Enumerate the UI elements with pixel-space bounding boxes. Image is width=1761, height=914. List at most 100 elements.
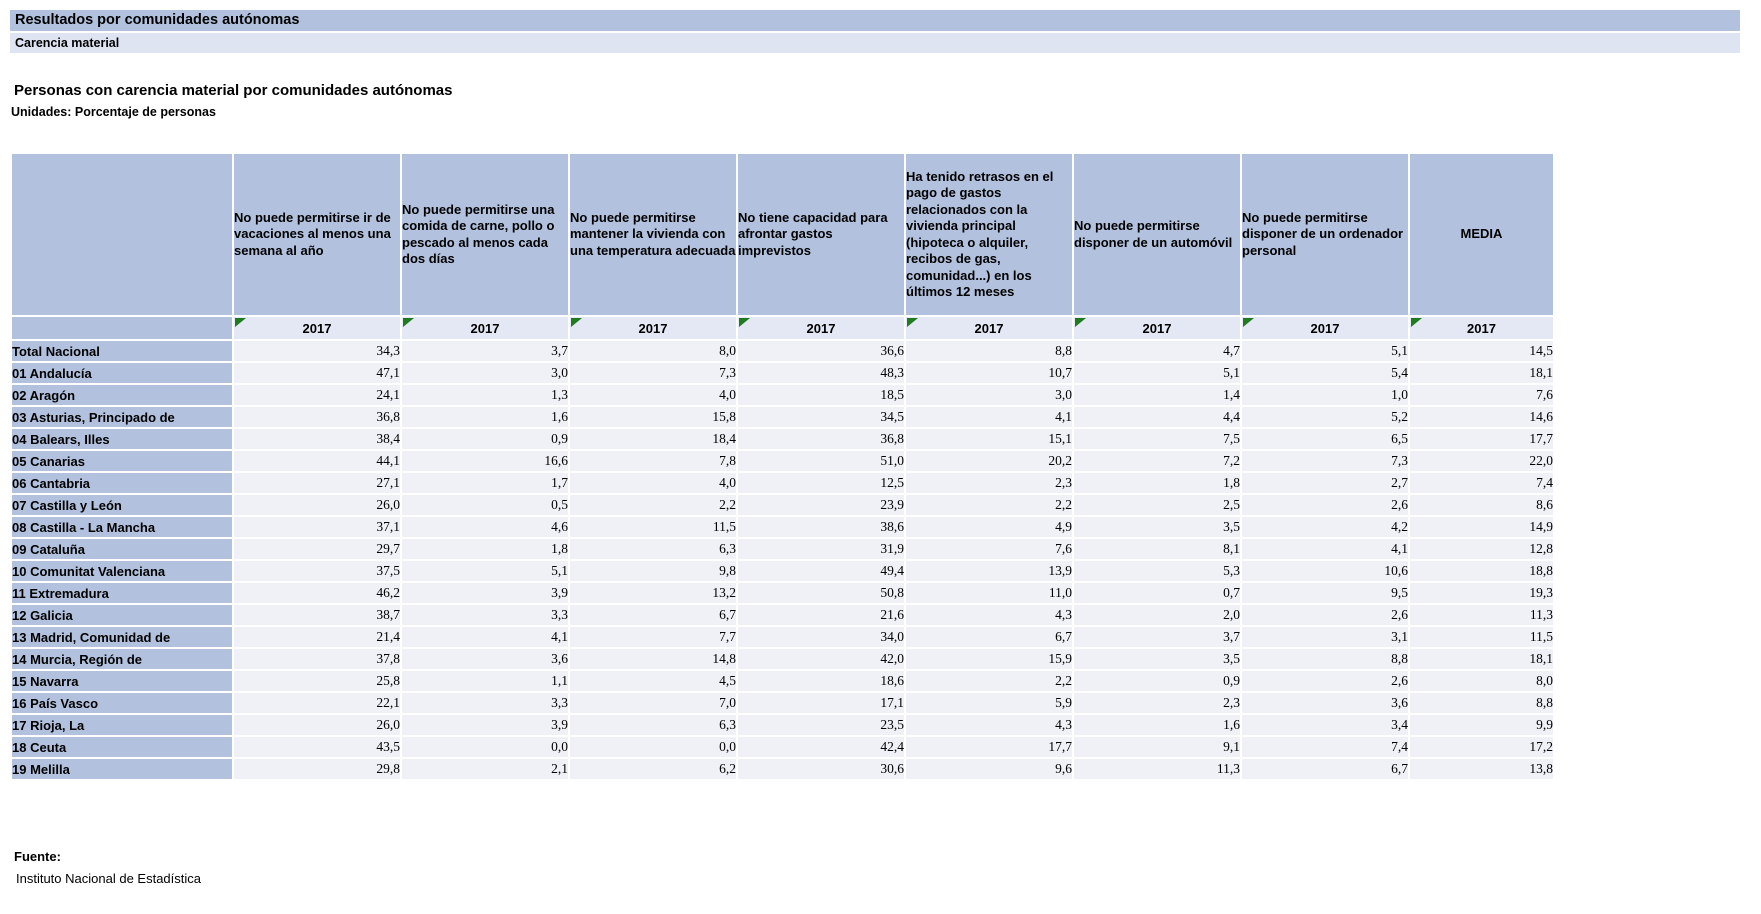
- data-cell: 3,6: [402, 649, 568, 669]
- data-cell: 9,9: [1410, 715, 1553, 735]
- data-cell: 3,1: [1242, 627, 1408, 647]
- column-header: No puede permitirse ir de vacaciones al …: [234, 154, 400, 315]
- table-row: 16 País Vasco 22,1 3,3 7,0 17,1 5,9 2,3 3,6 8,8: [12, 693, 1553, 713]
- data-cell: 27,1: [234, 473, 400, 493]
- green-corner-icon: [403, 318, 414, 327]
- data-cell: 36,6: [738, 341, 904, 361]
- row-label: 12 Galicia: [12, 605, 232, 625]
- data-cell: 17,7: [906, 737, 1072, 757]
- data-cell: 42,0: [738, 649, 904, 669]
- data-cell: 3,7: [1074, 627, 1240, 647]
- data-cell: 7,3: [1242, 451, 1408, 471]
- data-cell: 43,5: [234, 737, 400, 757]
- data-cell: 2,7: [1242, 473, 1408, 493]
- year-cell: 2017: [570, 317, 736, 339]
- data-cell: 4,7: [1074, 341, 1240, 361]
- year-label: 2017: [974, 320, 1004, 336]
- data-cell: 1,8: [402, 539, 568, 559]
- data-cell: 7,5: [1074, 429, 1240, 449]
- data-cell: 5,1: [1074, 363, 1240, 383]
- data-cell: 4,1: [402, 627, 568, 647]
- data-cell: 0,7: [1074, 583, 1240, 603]
- table-row: 01 Andalucía 47,1 3,0 7,3 48,3 10,7 5,1 5,4 18,1: [12, 363, 1553, 383]
- data-cell: 14,9: [1410, 517, 1553, 537]
- data-cell: 37,1: [234, 517, 400, 537]
- table-row: 07 Castilla y León 26,0 0,5 2,2 23,9 2,2 2,5 2,…: [12, 495, 1553, 515]
- row-label: 07 Castilla y León: [12, 495, 232, 515]
- data-cell: 17,7: [1410, 429, 1553, 449]
- source-value: Instituto Nacional de Estadística: [16, 871, 201, 886]
- data-cell: 11,5: [570, 517, 736, 537]
- subsection-title-bar: Carencia material: [10, 33, 1740, 53]
- data-cell: 7,0: [570, 693, 736, 713]
- year-label: 2017: [1142, 320, 1172, 336]
- data-cell: 4,9: [906, 517, 1072, 537]
- data-cell: 18,6: [738, 671, 904, 691]
- data-cell: 3,5: [1074, 649, 1240, 669]
- data-cell: 0,0: [402, 737, 568, 757]
- data-cell: 19,3: [1410, 583, 1553, 603]
- data-cell: 6,5: [1242, 429, 1408, 449]
- table-body: Total Nacional 34,3 3,7 8,0 36,6 8,8 4,7 5,1 14,…: [12, 341, 1553, 779]
- data-cell: 12,8: [1410, 539, 1553, 559]
- data-cell: 4,0: [570, 473, 736, 493]
- data-cell: 1,3: [402, 385, 568, 405]
- year-label: 2017: [1310, 320, 1340, 336]
- data-cell: 18,1: [1410, 363, 1553, 383]
- data-cell: 23,9: [738, 495, 904, 515]
- data-cell: 46,2: [234, 583, 400, 603]
- table-row: 08 Castilla - La Mancha 37,1 4,6 11,5 38,6 4,…: [12, 517, 1553, 537]
- data-cell: 18,5: [738, 385, 904, 405]
- row-label: 04 Balears, Illes: [12, 429, 232, 449]
- table-row: 06 Cantabria 27,1 1,7 4,0 12,5 2,3 1,8 2,7 7,4: [12, 473, 1553, 493]
- green-corner-icon: [1411, 318, 1422, 327]
- row-label: 14 Murcia, Región de: [12, 649, 232, 669]
- data-cell: 10,6: [1242, 561, 1408, 581]
- data-cell: 15,8: [570, 407, 736, 427]
- row-label: 05 Canarias: [12, 451, 232, 471]
- data-cell: 7,6: [1410, 385, 1553, 405]
- data-cell: 21,6: [738, 605, 904, 625]
- data-cell: 18,8: [1410, 561, 1553, 581]
- data-cell: 1,4: [1074, 385, 1240, 405]
- table-corner-cell: [12, 154, 232, 315]
- year-label: 2017: [806, 320, 836, 336]
- data-cell: 22,1: [234, 693, 400, 713]
- row-label: 17 Rioja, La: [12, 715, 232, 735]
- data-cell: 0,0: [570, 737, 736, 757]
- data-cell: 4,1: [906, 407, 1072, 427]
- data-cell: 36,8: [738, 429, 904, 449]
- data-cell: 14,5: [1410, 341, 1553, 361]
- table-row: 15 Navarra 25,8 1,1 4,5 18,6 2,2 0,9 2,6 8,0: [12, 671, 1553, 691]
- year-cell: 2017: [1074, 317, 1240, 339]
- data-cell: 4,0: [570, 385, 736, 405]
- data-cell: 48,3: [738, 363, 904, 383]
- data-cell: 26,0: [234, 715, 400, 735]
- data-cell: 2,2: [906, 671, 1072, 691]
- green-corner-icon: [907, 318, 918, 327]
- data-cell: 3,0: [906, 385, 1072, 405]
- data-cell: 3,9: [402, 715, 568, 735]
- data-cell: 8,8: [1410, 693, 1553, 713]
- data-cell: 38,6: [738, 517, 904, 537]
- row-label: 02 Aragón: [12, 385, 232, 405]
- data-cell: 1,0: [1242, 385, 1408, 405]
- data-cell: 17,1: [738, 693, 904, 713]
- year-row-label-cell: [12, 317, 232, 339]
- data-cell: 8,8: [906, 341, 1072, 361]
- data-cell: 44,1: [234, 451, 400, 471]
- data-cell: 34,3: [234, 341, 400, 361]
- data-cell: 5,1: [1242, 341, 1408, 361]
- data-cell: 50,8: [738, 583, 904, 603]
- column-header: No puede permitirse disponer de un autom…: [1074, 154, 1240, 315]
- data-cell: 3,6: [1242, 693, 1408, 713]
- table-row: 12 Galicia 38,7 3,3 6,7 21,6 4,3 2,0 2,6 11,3: [12, 605, 1553, 625]
- data-cell: 18,1: [1410, 649, 1553, 669]
- year-cell: 2017: [234, 317, 400, 339]
- data-cell: 2,1: [402, 759, 568, 779]
- data-cell: 2,2: [906, 495, 1072, 515]
- row-label: 03 Asturias, Principado de: [12, 407, 232, 427]
- data-cell: 42,4: [738, 737, 904, 757]
- table-row: 13 Madrid, Comunidad de 21,4 4,1 7,7 34,0 6,7…: [12, 627, 1553, 647]
- table-head: No puede permitirse ir de vacaciones al …: [12, 154, 1553, 339]
